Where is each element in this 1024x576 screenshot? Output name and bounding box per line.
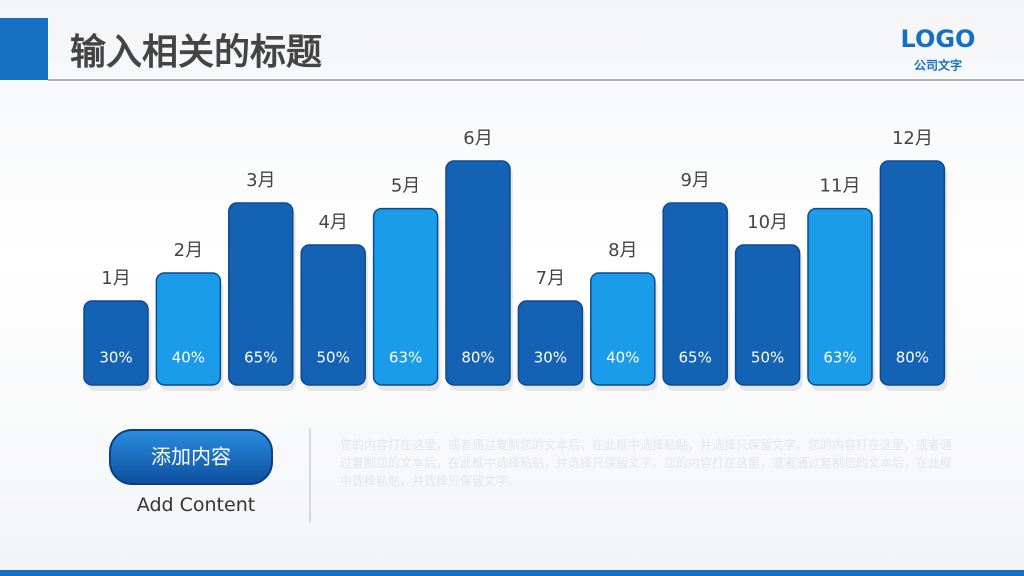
paragraph: 您的内容打在这里，或者通过复制您的文本后，在此框中选择粘贴，并选择只保留文字。您… [340, 438, 953, 488]
logo: LOGO [901, 25, 976, 53]
category-label: 5月 [391, 176, 420, 197]
category-label: 6月 [463, 128, 492, 149]
bar [83, 300, 149, 386]
bar [662, 202, 728, 386]
bar [445, 160, 511, 386]
button-label[interactable]: 添加内容 [151, 445, 231, 469]
value-label: 40% [172, 349, 205, 367]
category-label: 9月 [680, 170, 709, 191]
value-label: 30% [99, 349, 132, 367]
category-label: 8月 [608, 240, 637, 261]
button[interactable] [109, 429, 273, 485]
accent-block [0, 18, 48, 80]
title: 输入相关的标题 [70, 32, 322, 73]
value-label: 63% [389, 349, 422, 367]
value-label: 65% [244, 349, 277, 367]
value-label: 80% [461, 349, 494, 367]
value-label: 80% [896, 349, 929, 367]
category-label: 1月 [101, 268, 130, 289]
footer-bar [0, 570, 1024, 576]
category-label: 3月 [246, 170, 275, 191]
bar [734, 244, 801, 386]
category-label: 2月 [174, 240, 203, 261]
value-label: 50% [317, 349, 350, 367]
value-label: 65% [679, 349, 712, 367]
caption: Add Content [136, 494, 256, 516]
bar [228, 202, 294, 386]
bar [300, 244, 366, 386]
category-label: 7月 [536, 268, 565, 289]
bar [879, 160, 946, 386]
bar [590, 272, 656, 386]
value-label: 63% [823, 349, 856, 367]
category-label: 4月 [318, 212, 347, 233]
company: 公司文字 [914, 58, 962, 73]
bar [372, 207, 439, 386]
category-label: 11月 [820, 176, 861, 197]
value-label: 40% [606, 349, 639, 367]
bar [807, 207, 873, 386]
category-label: 10月 [747, 212, 788, 233]
bar [517, 300, 584, 386]
bar [155, 272, 222, 386]
value-label: 50% [751, 349, 784, 367]
category-label: 12月 [892, 128, 933, 149]
value-label: 30% [534, 349, 567, 367]
